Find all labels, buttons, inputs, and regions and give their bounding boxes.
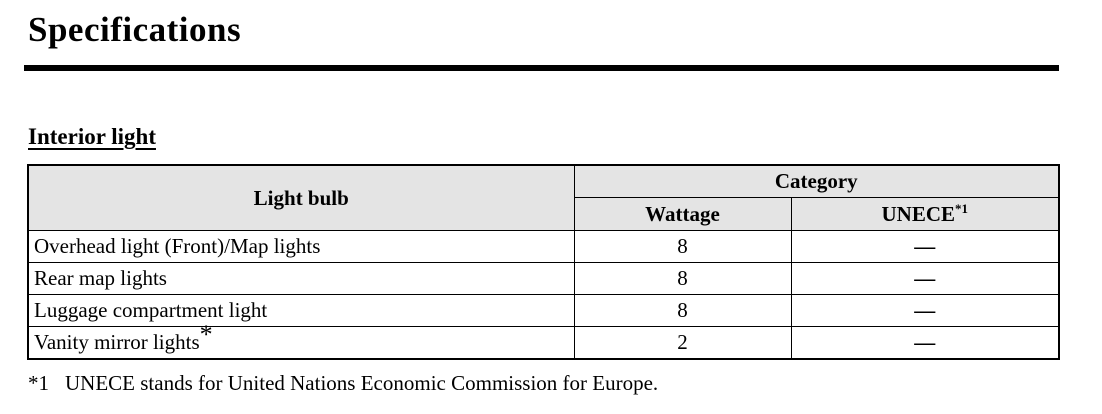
table-row: Luggage compartment light 8 — <box>27 294 1060 328</box>
page-title: Specifications <box>28 10 242 49</box>
title-divider-rule <box>24 64 1059 71</box>
footnote-marker: *1 <box>28 370 49 395</box>
bulb-name-cell: Overhead light (Front)/Map lights <box>27 230 575 264</box>
bulb-name-cell: Vanity mirror lights* <box>27 322 575 360</box>
unece-cell: — <box>790 230 1060 264</box>
wattage-cell: 8 <box>573 262 792 296</box>
bulb-name-cell: Luggage compartment light <box>27 294 575 328</box>
bulb-marker: * <box>199 320 213 349</box>
column-group-header-category: Category <box>573 164 1060 199</box>
table-row: Vanity mirror lights* 2 — <box>27 322 1060 360</box>
bulb-name-cell: Rear map lights <box>27 262 575 296</box>
section-heading-interior-light: Interior light <box>28 123 156 149</box>
bulb-name: Overhead light (Front)/Map lights <box>34 234 321 259</box>
footnote-unece: *1 UNECE stands for United Nations Econom… <box>28 371 1074 396</box>
unece-footnote-reference: *1 <box>955 200 968 216</box>
wattage-cell: 8 <box>573 294 792 328</box>
unece-header-label: UNECE <box>881 201 955 226</box>
column-header-wattage: Wattage <box>573 197 792 232</box>
bulb-name: Vanity mirror lights <box>34 330 200 354</box>
bulb-name: Luggage compartment light <box>34 298 268 323</box>
footnote-text: UNECE stands for United Nations Economic… <box>65 370 659 395</box>
unece-cell: — <box>790 262 1060 296</box>
bulb-name: Rear map lights <box>34 266 167 291</box>
wattage-cell: 8 <box>573 230 792 264</box>
unece-cell: — <box>790 294 1060 328</box>
manual-page: Specifications Interior light Light bulb… <box>24 10 1074 396</box>
interior-light-spec-table: Light bulb Category Wattage UNECE*1 Over… <box>27 163 1060 360</box>
column-header-unece: UNECE*1 <box>790 197 1060 232</box>
wattage-cell: 2 <box>573 326 792 360</box>
unece-cell: — <box>790 326 1060 360</box>
table-row: Overhead light (Front)/Map lights 8 — <box>27 230 1060 264</box>
table-row: Rear map lights 8 — <box>27 262 1060 296</box>
column-header-light-bulb: Light bulb <box>27 164 575 232</box>
